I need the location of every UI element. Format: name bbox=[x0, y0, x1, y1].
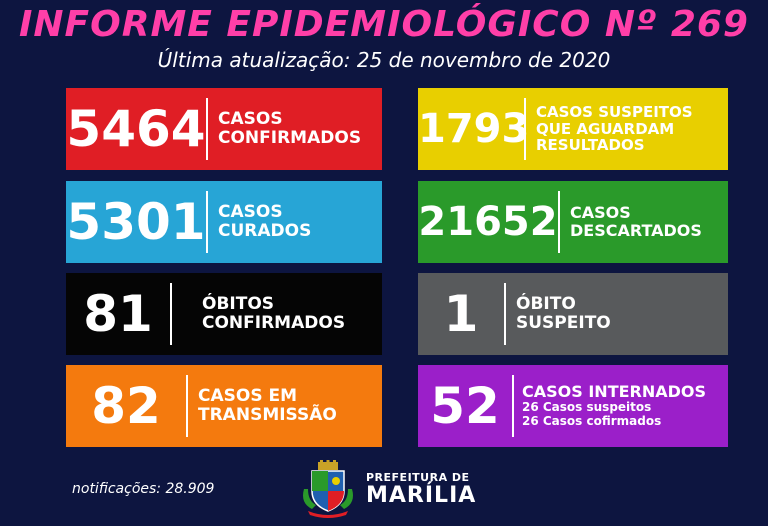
card-hospitalized-cases: 52 CASOS INTERNADOS 26 Casos suspeitos 2… bbox=[418, 365, 728, 447]
discarded-cases-value: 21652 bbox=[418, 199, 558, 245]
divider bbox=[512, 375, 514, 437]
divider bbox=[170, 283, 172, 345]
suspected-death-value: 1 bbox=[443, 285, 479, 343]
cured-cases-value: 5301 bbox=[66, 193, 206, 251]
card-suspected-cases: 1793 CASOS SUSPEITOS QUE AGUARDAM RESULT… bbox=[418, 88, 728, 170]
prefeitura-logo: PREFEITURA DE MARÍLIA bbox=[298, 458, 494, 520]
card-confirmed-cases: 5464 CASOS CONFIRMADOS bbox=[66, 88, 382, 170]
suspected-cases-label: CASOS SUSPEITOS QUE AGUARDAM RESULTADOS bbox=[536, 102, 693, 155]
discarded-cases-label: CASOS DESCARTADOS bbox=[570, 203, 702, 240]
divider bbox=[206, 98, 208, 160]
card-confirmed-deaths: 81 ÓBITOS CONFIRMADOS bbox=[66, 273, 382, 355]
logo-text: PREFEITURA DE MARÍLIA bbox=[366, 470, 477, 508]
divider bbox=[524, 98, 526, 160]
divider bbox=[558, 191, 560, 253]
last-update-subtitle: Última atualização: 25 de novembro de 20… bbox=[157, 48, 611, 72]
divider bbox=[206, 191, 208, 253]
card-discarded-cases: 21652 CASOS DESCARTADOS bbox=[418, 181, 728, 263]
card-cases-in-transmission: 82 CASOS EM TRANSMISSÃO bbox=[66, 365, 382, 447]
confirmed-deaths-label: ÓBITOS CONFIRMADOS bbox=[202, 293, 346, 333]
confirmed-cases-value: 5464 bbox=[66, 100, 206, 158]
confirmed-cases-label: CASOS CONFIRMADOS bbox=[218, 108, 362, 148]
suspected-death-label: ÓBITO SUSPEITO bbox=[516, 293, 611, 333]
confirmed-deaths-value: 81 bbox=[83, 285, 153, 343]
divider bbox=[186, 375, 188, 437]
hospitalized-label: CASOS INTERNADOS 26 Casos suspeitos 26 C… bbox=[522, 382, 707, 428]
divider bbox=[504, 283, 506, 345]
hospitalized-value: 52 bbox=[430, 377, 500, 435]
card-suspected-death: 1 ÓBITO SUSPEITO bbox=[418, 273, 728, 355]
suspected-cases-value: 1793 bbox=[418, 106, 530, 152]
city-coat-of-arms-icon bbox=[303, 460, 353, 518]
transmission-label: CASOS EM TRANSMISSÃO bbox=[198, 385, 337, 425]
cured-cases-label: CASOS CURADOS bbox=[218, 201, 312, 241]
transmission-value: 82 bbox=[91, 377, 161, 435]
report-title: INFORME EPIDEMIOLÓGICO Nº 269 bbox=[19, 4, 749, 45]
card-cured-cases: 5301 CASOS CURADOS bbox=[66, 181, 382, 263]
notifications-count: notificações: 28.909 bbox=[72, 481, 215, 497]
